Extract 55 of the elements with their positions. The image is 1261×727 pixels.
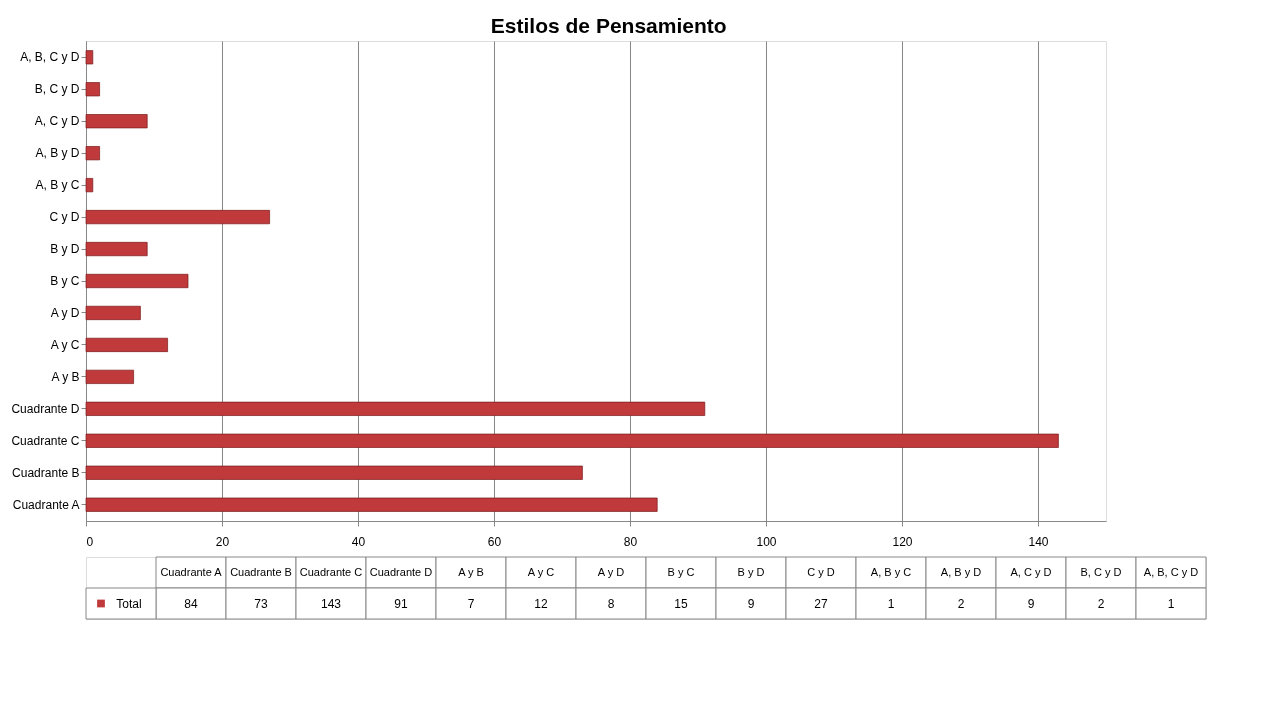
category-label: B y C [667,565,695,578]
y-tick-label: A, C y D [34,114,80,129]
text: 73 [254,596,268,611]
y-tick-label: A, B, C y D [20,50,80,65]
y-tick-label: A y B [51,369,80,384]
category-label: A y D [597,565,625,578]
y-tick-label: Cuadrante A [12,497,80,512]
y-tick-label: B, C y D [34,82,80,97]
text: 2 [1097,596,1105,611]
category-label: Cuadrante A [160,565,222,578]
y-tick-label: Cuadrante D [11,401,80,416]
category-label: Cuadrante D [369,565,433,578]
y-tick-label: Cuadrante B [12,465,80,480]
x-tick-label: 80 [623,534,638,549]
category-label: B y D [737,565,765,578]
text: 2 [957,596,965,611]
text: 7 [467,596,475,611]
y-tick-label: B y C [50,274,80,288]
x-tick-label: 120 [892,534,913,549]
category-label: A y C [527,565,555,578]
x-tick-label: 40 [351,534,366,549]
text: 91 [394,596,408,611]
text: 1 [887,596,895,611]
category-label: B, C y D [1080,565,1122,578]
category-label: Cuadrante C [299,565,363,578]
text: 8 [607,596,615,611]
x-tick-label: 140 [1028,534,1049,549]
y-tick-label: A y D [50,305,80,320]
text: 15 [674,596,688,611]
y-tick-label: Cuadrante C [11,433,80,448]
text: 12 [534,596,548,611]
category-label: A, B y C [870,565,912,578]
text: 84 [184,596,198,611]
y-tick-label: A, B y C [35,178,80,193]
text: 143 [320,596,342,611]
legend-label: Total [116,596,142,611]
x-tick-label: 100 [756,534,777,549]
text: 1 [1167,596,1175,611]
text: 27 [814,596,828,611]
y-tick-label: C y D [49,210,80,225]
x-tick-label: 20 [215,534,230,549]
chart-title: Estilos de Pensamiento [490,13,727,37]
y-tick-label: A, B y D [35,146,80,161]
x-tick-label: 60 [487,534,502,549]
category-label: A, C y D [1010,565,1052,578]
text: 9 [747,596,755,611]
category-label: A, B y D [940,565,982,578]
y-tick-label: A y C [50,337,80,352]
category-label: A y B [458,565,484,578]
y-tick-label: B y D [50,242,80,257]
category-label: A, B, C y D [1143,565,1199,578]
text: 9 [1027,596,1035,611]
category-label: C y D [807,565,835,578]
x-tick-label: 0 [86,534,94,549]
category-label: Cuadrante B [230,565,292,578]
